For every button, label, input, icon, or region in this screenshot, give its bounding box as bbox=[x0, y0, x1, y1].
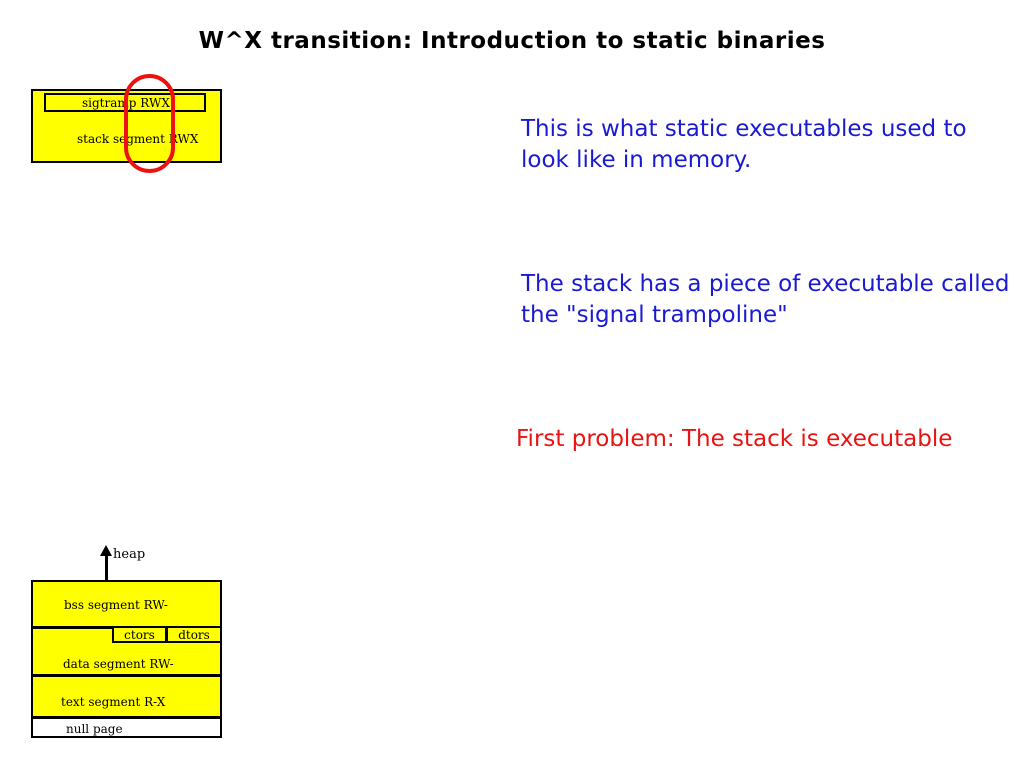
dtors-box: dtors bbox=[166, 626, 222, 643]
data-segment-label: data segment RW- bbox=[63, 657, 174, 671]
bss-segment-box: bss segment RW- bbox=[31, 580, 222, 628]
dtors-label: dtors bbox=[178, 627, 210, 642]
stack-segment-label: stack segment RWX bbox=[77, 132, 199, 146]
note-signal-trampoline: The stack has a piece of executable call… bbox=[521, 271, 1010, 328]
text-segment-box: text segment R-X bbox=[31, 675, 222, 718]
memory-layout-diagram: heap bss segment RW- data segment RW- ct… bbox=[0, 0, 260, 768]
stack-segment-diagram: stack segment RWX sigtramp RWX bbox=[0, 0, 260, 200]
null-page-label: null page bbox=[66, 722, 123, 736]
page-title: W^X transition: Introduction to static b… bbox=[198, 28, 826, 54]
heap-arrow-icon bbox=[100, 545, 112, 556]
note-static-executables: This is what static executables used to … bbox=[521, 116, 967, 173]
heap-label: heap bbox=[113, 547, 146, 562]
ctors-box: ctors bbox=[112, 626, 167, 643]
heap-arrow-shaft bbox=[105, 552, 108, 581]
bss-segment-label: bss segment RW- bbox=[64, 598, 168, 612]
text-segment-label: text segment R-X bbox=[61, 695, 166, 709]
ctors-label: ctors bbox=[124, 627, 155, 642]
rwx-highlight-oval bbox=[124, 74, 175, 173]
note-first-problem: First problem: The stack is executable bbox=[516, 426, 953, 452]
null-page-box: null page bbox=[31, 717, 222, 738]
